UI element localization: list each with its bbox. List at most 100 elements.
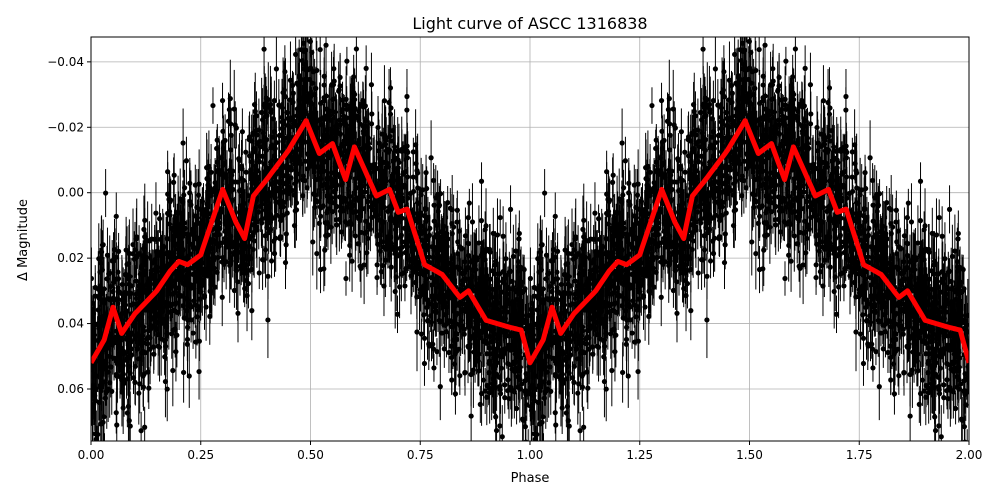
data-point (936, 423, 942, 429)
data-point (721, 259, 728, 266)
data-point (704, 317, 710, 323)
data-point (265, 317, 271, 323)
data-point (256, 270, 262, 276)
data-point (252, 173, 258, 179)
data-point (446, 349, 452, 356)
data-point (753, 26, 758, 31)
data-point (782, 275, 788, 282)
data-point (226, 107, 233, 113)
data-point (284, 210, 290, 216)
data-point (314, 250, 320, 257)
data-point (116, 248, 122, 254)
data-point (923, 382, 929, 389)
data-point (170, 367, 176, 374)
data-point (279, 172, 285, 178)
data-point (343, 275, 349, 282)
data-point (314, 26, 319, 31)
data-point (947, 268, 953, 274)
data-point (497, 423, 503, 429)
data-point (933, 232, 940, 238)
data-point (592, 210, 598, 216)
data-point (196, 338, 202, 344)
y-axis-label: Δ Magnitude (16, 199, 31, 281)
data-point (132, 379, 138, 385)
data-point (170, 179, 177, 185)
data-point (555, 248, 561, 254)
data-point (506, 396, 512, 402)
data-point (753, 250, 759, 257)
data-point (658, 97, 665, 104)
data-point (497, 214, 503, 221)
data-point (542, 190, 548, 196)
data-point (822, 137, 828, 143)
data-point (936, 214, 942, 221)
data-point (896, 244, 902, 250)
data-point (465, 215, 471, 221)
data-point (939, 233, 945, 239)
data-point (507, 206, 514, 212)
data-point (896, 373, 902, 379)
data-point (510, 253, 516, 260)
data-point (880, 346, 886, 352)
data-point (715, 133, 722, 139)
data-point (505, 388, 511, 394)
data-point (410, 149, 416, 155)
data-point (867, 155, 873, 161)
data-point (665, 107, 672, 113)
data-point (594, 251, 600, 257)
data-point (508, 268, 514, 274)
data-point (723, 210, 729, 216)
data-point (609, 179, 616, 185)
data-point (646, 313, 652, 320)
data-point (932, 414, 938, 420)
data-point (695, 270, 701, 276)
data-point (820, 98, 827, 104)
data-point (756, 46, 762, 53)
data-point (383, 137, 389, 143)
data-point (466, 200, 472, 206)
data-point (325, 232, 331, 238)
data-point (800, 262, 806, 268)
data-point (558, 281, 564, 288)
data-point (457, 373, 463, 379)
data-point (276, 133, 283, 139)
data-point (876, 384, 882, 390)
data-point (905, 200, 911, 206)
data-point (667, 147, 673, 153)
data-point (103, 190, 109, 196)
data-point (946, 206, 953, 212)
data-point (219, 97, 226, 104)
data-point (860, 335, 867, 341)
data-point (944, 388, 950, 394)
data-point (228, 147, 234, 153)
data-point (155, 251, 161, 257)
data-point (207, 313, 213, 320)
data-point (381, 98, 388, 104)
data-point (114, 422, 120, 428)
data-point (691, 173, 697, 179)
data-point (733, 80, 739, 86)
data-point (361, 262, 367, 268)
data-point (945, 396, 951, 402)
data-point (484, 382, 490, 389)
data-point (609, 367, 615, 374)
chart-title: Light curve of ASCC 1316838 (412, 14, 647, 33)
data-point (718, 172, 724, 178)
data-point (153, 210, 159, 216)
data-point (831, 288, 837, 295)
data-point (857, 331, 864, 337)
data-point (439, 330, 445, 336)
data-point (500, 233, 506, 239)
data-point (414, 329, 420, 335)
data-point (849, 149, 855, 155)
data-point (119, 281, 125, 288)
data-point (317, 46, 323, 53)
data-point (571, 379, 577, 385)
data-point (418, 331, 425, 337)
data-point (949, 253, 955, 260)
data-point (113, 213, 119, 219)
data-point (915, 240, 921, 246)
data-point (762, 42, 768, 48)
data-point (457, 244, 463, 250)
